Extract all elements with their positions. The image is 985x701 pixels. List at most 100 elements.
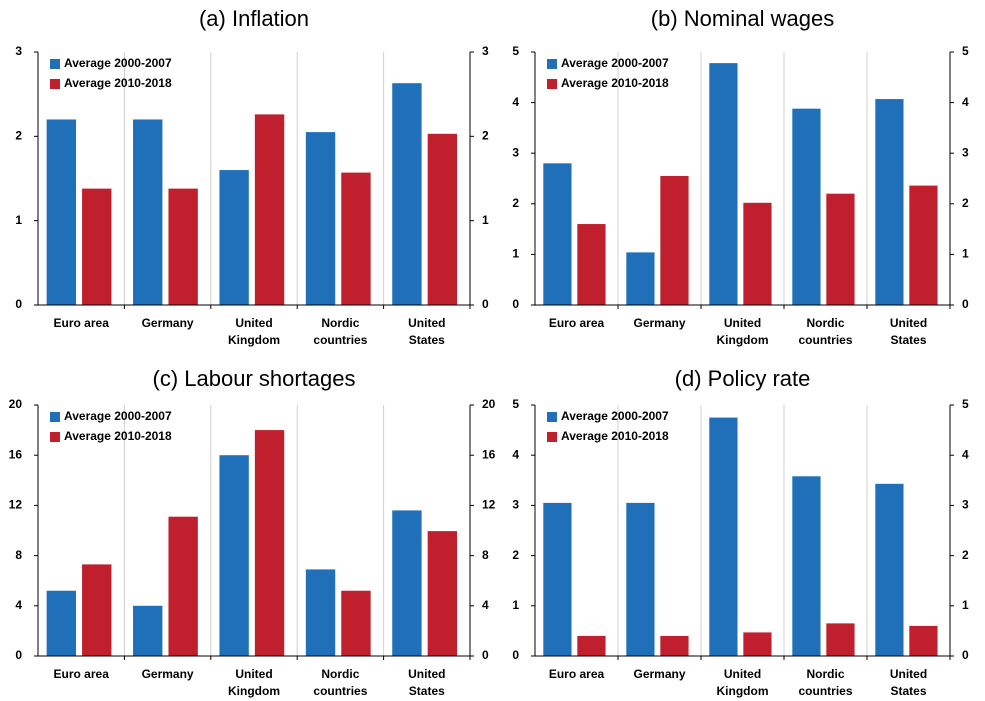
bar [82, 564, 112, 656]
legend-swatch [50, 59, 60, 69]
legend-label: Average 2000-2007 [64, 56, 172, 70]
y-tick-label: 1 [15, 213, 22, 227]
x-tick-label: United States [890, 667, 927, 698]
y2-tick-label: 1 [962, 598, 969, 612]
x-tick-label: Germany [633, 316, 685, 330]
y-tick-label: 8 [15, 548, 22, 562]
x-tick-label: Nordic countries [798, 316, 852, 347]
bar [254, 430, 285, 656]
bar [341, 172, 371, 305]
y2-tick-label: 0 [962, 648, 969, 662]
bar [792, 476, 821, 656]
bar [427, 133, 458, 305]
y-tick-label: 12 [9, 498, 23, 512]
panel: (d) Policy rate 0 1 2 3 4 5 0 1 2 3 4 5 Euro area Germ… [512, 366, 969, 698]
y2-tick-label: 0 [482, 648, 489, 662]
y-tick-label: 1 [512, 598, 519, 612]
legend-swatch [50, 79, 60, 89]
bar [219, 455, 249, 656]
y2-tick-label: 2 [482, 129, 489, 143]
bar [133, 119, 163, 305]
y2-tick-label: 3 [962, 145, 969, 159]
x-tick-label: Euro area [54, 316, 110, 330]
y2-tick-label: 8 [482, 548, 489, 562]
bar [427, 531, 458, 656]
bar [543, 163, 572, 305]
panel-title: (c) Labour shortages [153, 366, 356, 391]
y2-tick-label: 5 [962, 397, 969, 411]
bar [909, 625, 938, 656]
legend-swatch [50, 412, 60, 422]
legend-swatch [547, 59, 557, 69]
y2-tick-label: 3 [482, 44, 489, 58]
y2-tick-label: 5 [962, 44, 969, 58]
bar [626, 502, 655, 656]
x-tick-label: United Kingdom [717, 667, 769, 698]
bar [826, 623, 855, 656]
panel: (a) Inflation 0 1 2 3 0 1 2 3 Euro area Germany Uni… [15, 6, 489, 347]
panel: (b) Nominal wages 0 1 2 3 4 5 0 1 2 3 4 5 Euro area Ge… [512, 6, 969, 347]
legend-label: Average 2010-2018 [64, 76, 172, 90]
x-tick-label: Euro area [54, 667, 110, 681]
y-tick-label: 5 [512, 397, 519, 411]
x-tick-label: United States [890, 316, 927, 347]
y2-tick-label: 16 [482, 447, 496, 461]
bar [743, 632, 772, 656]
x-tick-label: Germany [633, 667, 685, 681]
legend-label: Average 2010-2018 [561, 76, 669, 90]
x-tick-label: United Kingdom [228, 667, 280, 698]
legend-label: Average 2000-2007 [64, 409, 172, 423]
bar [543, 502, 572, 656]
panel-title: (a) Inflation [199, 6, 309, 31]
legend-swatch [547, 432, 557, 442]
legend-swatch [547, 412, 557, 422]
bar [82, 188, 112, 305]
bar [341, 590, 371, 656]
bar [875, 99, 904, 305]
x-tick-label: Germany [142, 316, 194, 330]
y2-tick-label: 12 [482, 498, 496, 512]
bar [46, 119, 77, 305]
bar [743, 202, 772, 305]
bar [660, 175, 689, 305]
x-tick-label: United States [408, 316, 445, 347]
y-tick-label: 2 [512, 196, 519, 210]
y-tick-label: 2 [15, 129, 22, 143]
panel: (c) Labour shortages 0 4 8 12 16 20 0 4 8 12 16 20 Eu… [9, 366, 496, 698]
bar [875, 483, 904, 656]
y-tick-label: 0 [15, 297, 22, 311]
x-tick-label: United States [408, 667, 445, 698]
y2-tick-label: 0 [482, 297, 489, 311]
y2-tick-label: 1 [482, 213, 489, 227]
x-tick-label: United Kingdom [228, 316, 280, 347]
x-tick-label: Nordic countries [313, 667, 367, 698]
y2-tick-label: 0 [962, 297, 969, 311]
x-tick-label: Germany [142, 667, 194, 681]
bar [577, 224, 606, 305]
legend-label: Average 2010-2018 [64, 429, 172, 443]
y-tick-label: 3 [512, 145, 519, 159]
bar [254, 114, 285, 305]
bar [168, 188, 198, 305]
bar [305, 132, 336, 305]
y-tick-label: 0 [512, 648, 519, 662]
panel-title: (d) Policy rate [675, 366, 811, 391]
bar [792, 108, 821, 305]
bar [626, 252, 655, 305]
bar [577, 635, 606, 656]
bar [826, 193, 855, 305]
y2-tick-label: 20 [482, 397, 496, 411]
legend-label: Average 2000-2007 [561, 409, 669, 423]
y2-tick-label: 2 [962, 548, 969, 562]
y2-tick-label: 4 [962, 447, 969, 461]
x-tick-label: United Kingdom [717, 316, 769, 347]
bar [305, 569, 336, 656]
bar [133, 605, 163, 656]
y-tick-label: 2 [512, 548, 519, 562]
y2-tick-label: 3 [962, 498, 969, 512]
y2-tick-label: 1 [962, 247, 969, 261]
legend-swatch [50, 432, 60, 442]
bar [168, 516, 198, 656]
y-tick-label: 4 [512, 95, 519, 109]
